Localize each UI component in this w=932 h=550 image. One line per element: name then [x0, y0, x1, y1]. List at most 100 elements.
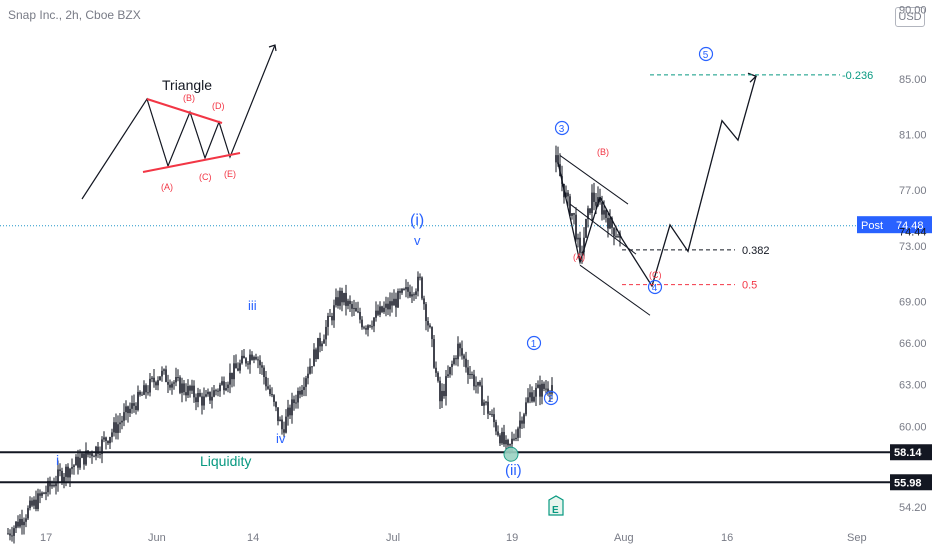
candle: [217, 388, 219, 397]
candle: [195, 393, 197, 411]
x-tick-label: Jul: [386, 532, 400, 544]
candle: [499, 433, 501, 446]
candle: [461, 340, 463, 360]
candle: [313, 343, 315, 367]
candle: [485, 400, 487, 406]
candle: [425, 301, 427, 331]
candle: [85, 442, 87, 466]
candle: [303, 377, 305, 397]
candle: [539, 375, 541, 406]
candle: [355, 302, 357, 312]
candle: [297, 387, 299, 409]
candle: [487, 395, 489, 420]
x-tick-label: Sep: [847, 532, 867, 544]
candle: [23, 517, 25, 535]
candle: [77, 449, 79, 475]
circled-wave-label: 1: [526, 335, 542, 351]
candle: [365, 325, 367, 335]
low-marker[interactable]: [503, 446, 519, 462]
svg-text:5: 5: [703, 50, 709, 61]
candle: [525, 397, 527, 417]
candle: [503, 424, 505, 447]
candle: [291, 392, 293, 424]
candle: [617, 233, 619, 238]
circled-wave-label: 3: [554, 120, 570, 136]
post-price-badge: Post 74.48: [857, 216, 932, 234]
candle: [477, 381, 479, 394]
corrective-channel[interactable]: [559, 155, 651, 316]
candle: [175, 367, 177, 387]
candle: [271, 387, 273, 398]
candle: [139, 390, 141, 397]
candle: [147, 385, 149, 396]
candle: [41, 491, 43, 498]
triangle-illustration[interactable]: [81, 44, 277, 200]
corrective-label: (B): [597, 147, 609, 157]
candle: [319, 332, 321, 353]
candle: [345, 284, 347, 316]
candle: [609, 209, 611, 230]
circled-wave-label: 5: [698, 46, 714, 62]
candle: [263, 365, 265, 385]
candle: [381, 305, 383, 314]
candle: [575, 207, 577, 242]
candle: [399, 288, 401, 300]
candle: [395, 292, 397, 317]
triangle-label: (D): [212, 101, 225, 111]
candle: [473, 369, 475, 391]
candle: [481, 377, 483, 406]
triangle-label: (A): [161, 182, 173, 192]
candle: [491, 409, 493, 417]
candle: [583, 227, 585, 259]
candle: [27, 505, 29, 521]
candle: [185, 383, 187, 402]
projection-path[interactable]: [557, 76, 757, 288]
earnings-marker[interactable]: E: [548, 495, 564, 516]
wave-label: i: [56, 452, 59, 468]
candle: [551, 377, 553, 400]
currency-badge[interactable]: USD: [895, 7, 925, 27]
candle: [165, 365, 167, 383]
candle: [253, 355, 255, 364]
circled-wave-label: 4: [647, 279, 663, 295]
candle: [311, 366, 313, 374]
candle: [215, 388, 217, 396]
candle: [531, 386, 533, 403]
triangle-title: Triangle: [162, 77, 212, 93]
candle: [465, 351, 467, 373]
candle: [463, 353, 465, 367]
candle: [375, 301, 377, 322]
candle: [53, 477, 55, 488]
candle: [35, 490, 37, 512]
candle: [577, 233, 579, 248]
candle: [335, 288, 337, 308]
wave-label: (i): [410, 212, 424, 229]
candle: [267, 377, 269, 390]
candle: [363, 325, 365, 330]
candle: [315, 347, 317, 362]
candle: [171, 381, 173, 395]
y-tick-label: 81.00: [899, 130, 927, 142]
candle: [203, 387, 205, 410]
candle: [255, 353, 257, 361]
candle: [413, 292, 415, 301]
candle: [359, 307, 361, 324]
candle: [331, 312, 333, 326]
candle: [149, 373, 151, 397]
candle: [193, 380, 195, 403]
liquidity-label: Liquidity: [200, 453, 251, 469]
candle: [103, 431, 105, 443]
corrective-label: (A): [573, 252, 585, 262]
svg-text:3: 3: [559, 124, 565, 135]
candle: [397, 288, 399, 308]
candle: [489, 411, 491, 416]
candle: [229, 363, 231, 394]
candle: [259, 355, 261, 374]
candle: [125, 400, 127, 421]
candle: [243, 348, 245, 359]
candle: [387, 297, 389, 315]
y-tick-label: 66.00: [899, 338, 927, 350]
candle: [587, 205, 589, 228]
